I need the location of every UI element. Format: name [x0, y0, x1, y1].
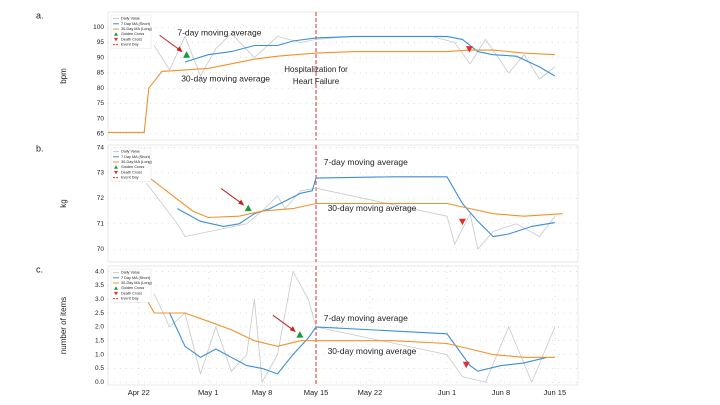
series-line [169, 312, 548, 375]
y-tick-label: 2.0 [95, 324, 104, 331]
cross-marker [244, 204, 252, 212]
legend-label: 7 Day MA (Short) [121, 276, 151, 280]
y-tick-label: 2.5 [95, 310, 104, 317]
legend-label: Daily Value [121, 17, 140, 21]
y-tick-label: 80 [97, 85, 105, 92]
event-label: Hospitalization for [284, 65, 348, 74]
cross-marker [465, 46, 473, 53]
x-tick-label: May 15 [304, 388, 329, 397]
y-axis-label: bpm [59, 68, 68, 84]
annotation: 7-day moving average [324, 157, 408, 167]
series-line [146, 182, 556, 251]
y-tick-label: 65 [97, 131, 105, 138]
y-tick-label: 70 [97, 246, 105, 253]
legend-label: Golden Cross [121, 32, 144, 36]
legend-marker [114, 37, 118, 42]
legend-label: 30-Day MA (Long) [121, 27, 153, 31]
y-tick-label: 70 [97, 115, 105, 122]
x-tick-label: Jun 15 [544, 388, 567, 397]
annotation: 30-day moving average [328, 346, 417, 356]
legend-label: 30-Day MA (Long) [121, 281, 153, 285]
cross-marker [458, 218, 466, 226]
cross-marker [183, 51, 191, 58]
legend-label: Death Cross [121, 37, 142, 41]
legend-label: 30-Day MA (Long) [121, 160, 153, 164]
annotation: 30-day moving average [328, 203, 417, 213]
legend-label: Event Day [121, 43, 139, 47]
y-tick-label: 0.0 [95, 379, 104, 386]
y-tick-label: 3.5 [95, 282, 104, 289]
arrow-head [238, 199, 245, 206]
y-tick-label: 71 [97, 221, 105, 228]
series-line [153, 32, 556, 80]
legend-marker [114, 32, 118, 36]
y-axis-label: number of items [59, 297, 68, 354]
cross-marker [296, 331, 304, 338]
legend-marker [114, 170, 118, 175]
arrow-head [289, 326, 296, 333]
panel-label: b. [36, 143, 44, 153]
annotation: 30-day moving average [181, 73, 270, 83]
y-tick-label: 1.5 [95, 337, 104, 344]
y-axis-label: kg [59, 199, 68, 207]
panel-label: a. [36, 10, 44, 20]
legend-label: Event Day [121, 297, 139, 301]
legend-label: Golden Cross [121, 165, 144, 169]
series-line [153, 270, 556, 384]
y-tick-label: 73 [97, 170, 105, 177]
legend-label: Golden Cross [121, 286, 144, 290]
x-tick-label: Jun 1 [438, 388, 456, 397]
legend-label: Daily Value [121, 150, 140, 154]
x-tick-label: May 22 [358, 388, 383, 397]
annotation: 7-day moving average [324, 313, 408, 323]
legend-box [110, 147, 152, 182]
series-line [184, 35, 556, 77]
x-tick-label: May 8 [252, 388, 272, 397]
y-tick-label: 90 [97, 54, 105, 61]
y-tick-label: 3.0 [95, 296, 104, 303]
legend-marker [114, 286, 118, 290]
series-line [146, 298, 555, 358]
y-tick-label: 74 [97, 144, 105, 151]
legend-marker [114, 291, 118, 296]
cross-marker [462, 361, 470, 369]
y-tick-label: 0.5 [95, 365, 104, 372]
plot-area [107, 265, 579, 386]
y-tick-label: 75 [97, 100, 105, 107]
series-line [108, 49, 555, 133]
series-line [146, 175, 563, 219]
legend-label: Daily Value [121, 271, 140, 275]
y-tick-label: 1.0 [95, 351, 104, 358]
panel-label: c. [36, 264, 43, 274]
arrow-head [176, 46, 183, 53]
y-tick-label: 100 [93, 24, 104, 31]
legend-label: Event Day [121, 176, 139, 180]
x-tick-label: May 1 [198, 388, 218, 397]
y-tick-label: 72 [97, 195, 105, 202]
legend-box [110, 268, 152, 303]
y-tick-label: 85 [97, 70, 105, 77]
series-line [177, 176, 555, 238]
legend-label: Death Cross [121, 291, 142, 295]
annotation: 7-day moving average [177, 28, 261, 38]
legend-label: 7 Day MA (Short) [121, 22, 151, 26]
legend-marker [114, 165, 118, 169]
legend-label: 7 Day MA (Short) [121, 155, 151, 159]
y-tick-label: 4.0 [95, 268, 104, 275]
legend-box [110, 14, 152, 49]
x-tick-label: Jun 8 [492, 388, 510, 397]
event-label: Heart Failure [293, 77, 340, 86]
y-tick-label: 95 [97, 39, 105, 46]
legend-label: Death Cross [121, 170, 142, 174]
x-tick-label: Apr 22 [128, 388, 150, 397]
